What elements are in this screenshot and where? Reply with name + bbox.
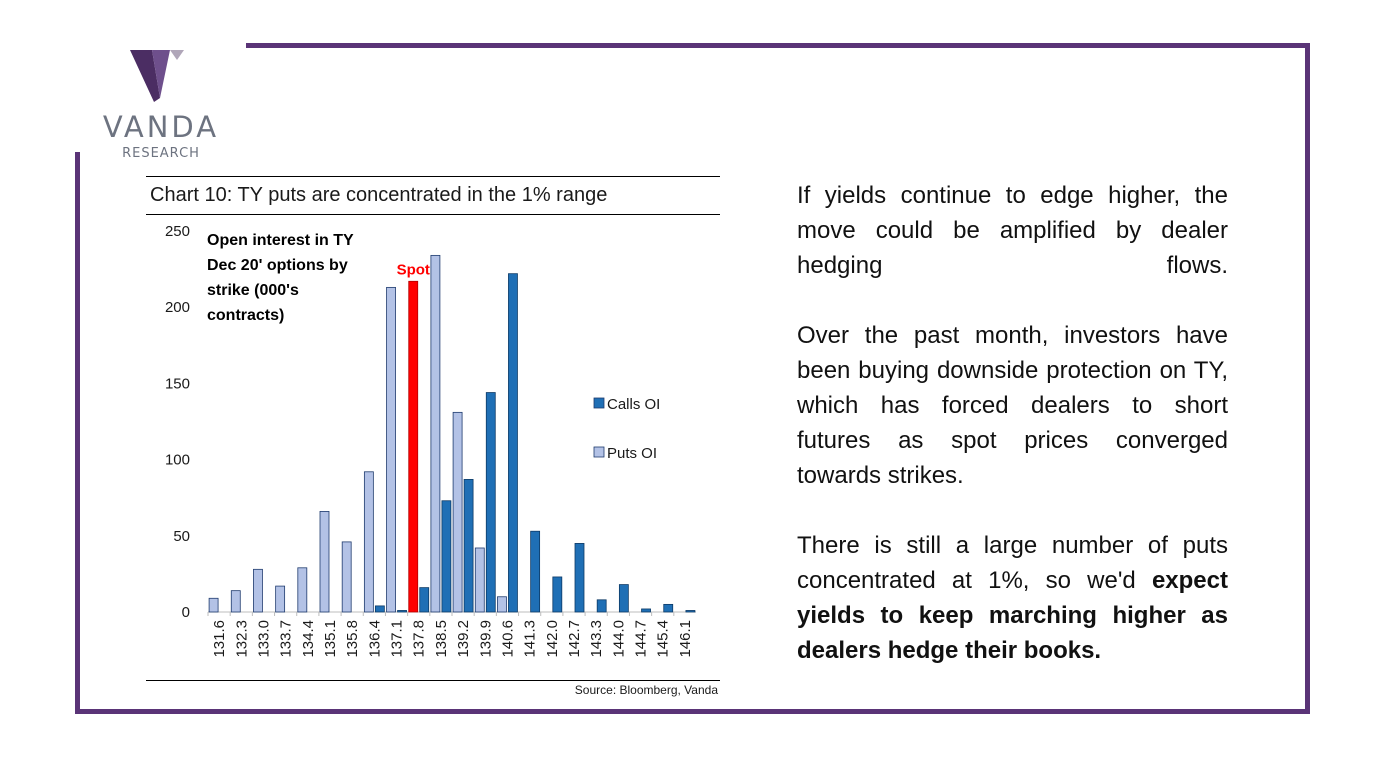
legend-label: Calls OI (607, 396, 660, 413)
y-tick-label: 200 (165, 299, 190, 316)
x-tick-label: 143.3 (588, 620, 605, 658)
calls-bar (685, 610, 696, 613)
puts-bar (452, 411, 463, 613)
legend-swatch (593, 446, 605, 458)
chart-annotation-line: contracts) (207, 307, 284, 324)
calls-bar (485, 392, 496, 613)
calls-bar (618, 584, 629, 613)
x-tick-label: 141.3 (522, 620, 539, 658)
x-tick-label: 131.6 (211, 620, 228, 658)
puts-bar (430, 254, 441, 613)
x-tick-label: 136.4 (366, 620, 383, 658)
chart-annotation-line: strike (000's (207, 282, 299, 299)
x-tick-label: 139.9 (477, 620, 494, 658)
calls-bar (574, 543, 585, 613)
puts-bar (363, 471, 374, 613)
x-tick-label: 146.1 (677, 620, 694, 658)
y-tick-label: 250 (165, 223, 190, 240)
frame-right-border (1305, 43, 1310, 714)
x-tick-label: 133.0 (255, 620, 272, 658)
chart-top-rule (146, 176, 720, 177)
paragraph-2: Over the past month, investors have been… (797, 322, 1228, 489)
x-tick-label: 135.1 (322, 620, 339, 658)
x-tick-label: 139.2 (455, 620, 472, 658)
chart-title: Chart 10: TY puts are concentrated in th… (150, 184, 608, 206)
x-tick-label: 134.4 (300, 620, 317, 658)
x-tick-label: 137.1 (389, 620, 406, 658)
frame-left-border (75, 152, 80, 714)
puts-bar (497, 596, 507, 613)
chart-annotation-line: Dec 20' options by (207, 257, 348, 274)
bar-chart: 0 50 100 150 200 250 131.6 132.3 133.0 133.7 134.4… (165, 223, 696, 658)
x-tick-label: 142.0 (544, 620, 561, 658)
puts-bar (275, 585, 286, 613)
puts-bar (474, 547, 485, 613)
chart-bottom-rule (146, 680, 720, 681)
vanda-logo-mark-icon (130, 50, 184, 102)
calls-bar (552, 576, 563, 613)
calls-bar (419, 587, 430, 613)
calls-bar (596, 599, 607, 613)
puts-bar (208, 597, 219, 613)
x-tick-label: 145.4 (655, 620, 672, 658)
calls-bar (641, 608, 651, 613)
legend-label: Puts OI (607, 445, 657, 462)
puts-bar (341, 541, 352, 613)
logo-subtitle: RESEARCH (122, 146, 200, 161)
calls-bar (463, 479, 474, 613)
chart-annotation-line: Open interest in TY (207, 232, 354, 249)
y-tick-label: 150 (165, 375, 190, 392)
y-tick-label: 50 (173, 528, 190, 545)
y-tick-label: 0 (182, 604, 190, 621)
puts-bar (386, 286, 396, 613)
calls-bar (374, 605, 385, 613)
calls-bar (530, 530, 541, 613)
x-tick-label: 144.0 (610, 620, 627, 658)
vanda-logo: VANDA RESEARCH (95, 50, 235, 162)
legend-swatch (593, 397, 605, 409)
spot-bar (408, 280, 419, 613)
x-tick-label: 137.8 (411, 620, 428, 658)
x-tick-label: 135.8 (344, 620, 361, 658)
logo-name: VANDA (102, 110, 220, 144)
x-tick-label: 132.3 (233, 620, 250, 658)
calls-bar (663, 603, 674, 613)
puts-bar (297, 567, 308, 613)
puts-bar (230, 590, 241, 613)
calls-bar (508, 273, 518, 613)
calls-bar (441, 500, 452, 613)
puts-bar (253, 568, 263, 613)
frame-bottom-border (75, 709, 1310, 714)
paragraph-3-text: There is still a large number of puts co… (797, 532, 1228, 594)
calls-bar (397, 610, 407, 613)
paragraph-1: If yields continue to edge higher, the m… (797, 182, 1228, 279)
spot-label: Spot (397, 261, 430, 278)
x-tick-label: 142.7 (566, 620, 583, 658)
frame-top-border (246, 43, 1310, 48)
x-tick-label: 144.7 (633, 620, 650, 658)
paragraph-3: There is still a large number of puts co… (797, 528, 1228, 668)
paragraph-3-emphasis: expect yields to keep marching higher as… (797, 567, 1228, 664)
puts-bar (319, 511, 330, 613)
x-tick-label: 140.6 (499, 620, 516, 658)
chart-panel: Chart 10: TY puts are concentrated in th… (146, 176, 720, 706)
commentary: If yields continue to edge higher, the m… (797, 178, 1228, 703)
y-tick-label: 100 (165, 452, 190, 469)
chart-source: Source: Bloomberg, Vanda (574, 683, 718, 697)
chart-title-rule (146, 214, 720, 215)
x-tick-label: 133.7 (278, 620, 295, 658)
x-tick-label: 138.5 (433, 620, 450, 658)
